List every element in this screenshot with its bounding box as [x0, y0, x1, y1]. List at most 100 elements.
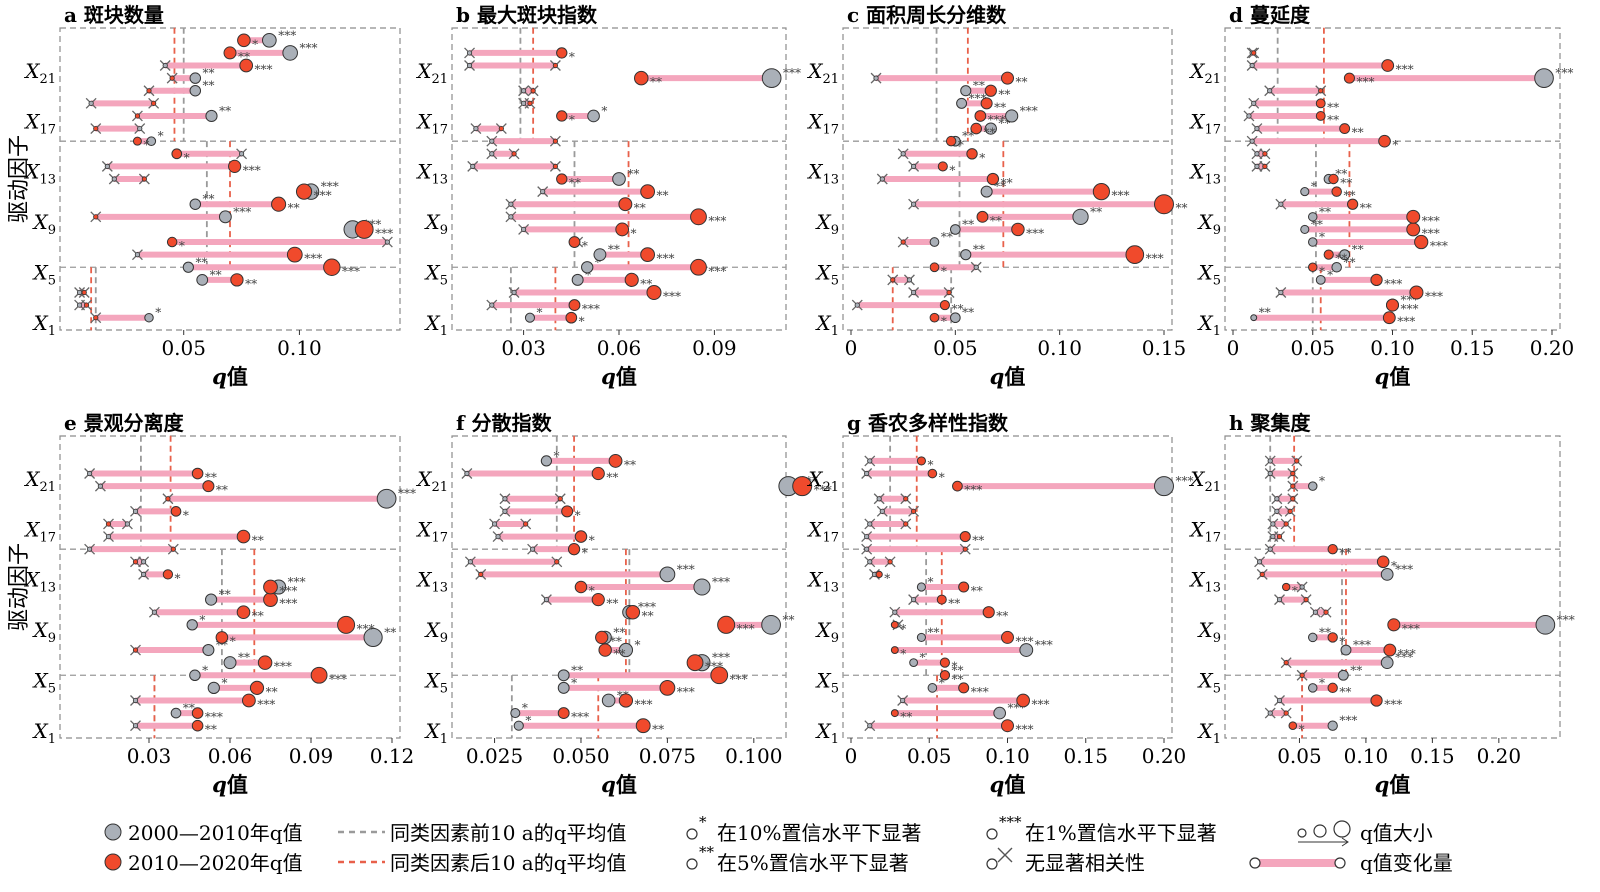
- chart-panel-6: f 分散指数**********************************…: [415, 411, 831, 797]
- point-period2: [554, 559, 560, 565]
- point-period2: [1331, 186, 1342, 197]
- point-period2: [952, 480, 963, 492]
- significance-mark: ***: [1557, 613, 1575, 627]
- significance-mark: *: [199, 613, 205, 627]
- panel-frame: [59, 27, 401, 331]
- point-period1: [1278, 289, 1284, 296]
- point-period2: [228, 159, 242, 173]
- significance-mark: *: [1339, 634, 1345, 648]
- point-period2: [1315, 98, 1326, 109]
- point-period1: [104, 163, 110, 169]
- point-period2: [875, 570, 883, 579]
- dumbbell-row: ***: [101, 159, 261, 177]
- point-period1: [1380, 568, 1394, 581]
- dumbbell-row: *: [568, 236, 588, 253]
- point-period1: [973, 264, 979, 270]
- y-axis-title: 驱动因子: [7, 543, 32, 631]
- point-period1: [87, 470, 93, 477]
- significance-mark: ***: [1016, 723, 1034, 737]
- point-period2: [132, 647, 139, 653]
- dumbbell-row: ***: [1274, 694, 1402, 711]
- y-tick-label: X13: [1188, 568, 1221, 596]
- dumbbell-row: ****: [927, 676, 989, 699]
- significance-mark: ***: [1384, 697, 1402, 711]
- point-period1: [376, 488, 397, 509]
- significance-mark: **: [1350, 663, 1362, 677]
- point-period2: [1370, 694, 1383, 707]
- dumbbell-row: ****: [557, 676, 695, 699]
- point-period2: [263, 579, 278, 595]
- dumbbell-row: *: [171, 148, 248, 165]
- dumbbell-row: **: [130, 719, 217, 737]
- significance-mark: *: [949, 163, 955, 177]
- point-period2: [165, 496, 171, 502]
- x-tick-label: 0.03: [127, 744, 172, 768]
- dumbbell-row: ****: [960, 79, 1010, 102]
- point-period2: [939, 657, 951, 668]
- y-tick-label: X1: [1196, 719, 1221, 747]
- y-tick-label: X13: [415, 160, 448, 188]
- significance-mark: **: [634, 201, 646, 215]
- dumbbell-row: ***: [513, 714, 664, 737]
- point-period2: [239, 58, 254, 73]
- legend-label-period2: 2010—2020年q值: [128, 851, 303, 875]
- point-period1: [910, 201, 917, 207]
- point-period2: [717, 615, 736, 634]
- y-tick-label: X17: [415, 109, 448, 137]
- point-period1: [916, 582, 926, 592]
- y-tick-label: X21: [415, 59, 448, 87]
- significance-mark: ***: [988, 113, 1006, 127]
- y-tick-label: X1: [31, 311, 56, 339]
- point-period2: [93, 214, 99, 220]
- significance-mark: **: [610, 634, 622, 648]
- point-period2: [286, 246, 303, 263]
- significance-mark: **: [238, 651, 250, 665]
- point-period2: [556, 173, 568, 185]
- point-period2: [1259, 571, 1265, 577]
- panel-title: h 聚集度: [1229, 411, 1312, 435]
- y-tick-label: X5: [31, 261, 56, 289]
- point-period1: [916, 632, 926, 643]
- point-period1: [205, 593, 218, 606]
- significance-mark: *: [958, 138, 964, 152]
- panel-title: b 最大斑块指数: [456, 3, 598, 27]
- dumbbell-row: *: [90, 306, 161, 324]
- point-period1: [510, 708, 521, 719]
- significance-mark: *: [635, 638, 641, 652]
- significance-mark: **: [640, 277, 652, 291]
- point-period2: [1282, 582, 1291, 592]
- point-period2: [574, 580, 588, 594]
- point-period2: [310, 666, 328, 684]
- dumbbell-row: *****: [1300, 217, 1440, 240]
- point-period2: [498, 125, 504, 132]
- significance-mark: **: [1327, 100, 1339, 114]
- legend-size-large-icon: [1333, 820, 1351, 838]
- dumbbell-row: ***: [598, 638, 641, 661]
- point-period1: [1278, 201, 1284, 207]
- point-period2: [646, 284, 662, 300]
- y-tick-label: X9: [1196, 618, 1221, 646]
- point-period2: [929, 312, 940, 323]
- significance-mark: **: [652, 723, 664, 737]
- point-period1: [489, 151, 495, 157]
- significance-mark: *: [631, 226, 637, 240]
- significance-mark: *: [1391, 559, 1397, 573]
- significance-mark: *: [184, 151, 190, 165]
- significance-mark: *: [928, 458, 934, 472]
- dumbbell-row: ***: [929, 306, 974, 329]
- point-period1: [87, 546, 93, 552]
- y-tick-label: X21: [806, 59, 839, 87]
- y-tick-label: X1: [31, 719, 56, 747]
- dumbbell-row: ***: [130, 693, 275, 711]
- significance-mark: **: [203, 79, 215, 93]
- point-period1: [1308, 481, 1318, 491]
- point-period2: [134, 113, 141, 119]
- point-period2: [557, 496, 563, 502]
- significance-mark: **: [952, 302, 964, 316]
- dumbbell-row: *** ***: [1340, 638, 1416, 661]
- y-tick-label: X9: [423, 618, 448, 646]
- chart-panel-4: d 蔓延度***********************************…: [1188, 3, 1574, 389]
- point-period1: [693, 578, 711, 596]
- point-period1: [491, 521, 498, 527]
- point-period1: [524, 312, 535, 323]
